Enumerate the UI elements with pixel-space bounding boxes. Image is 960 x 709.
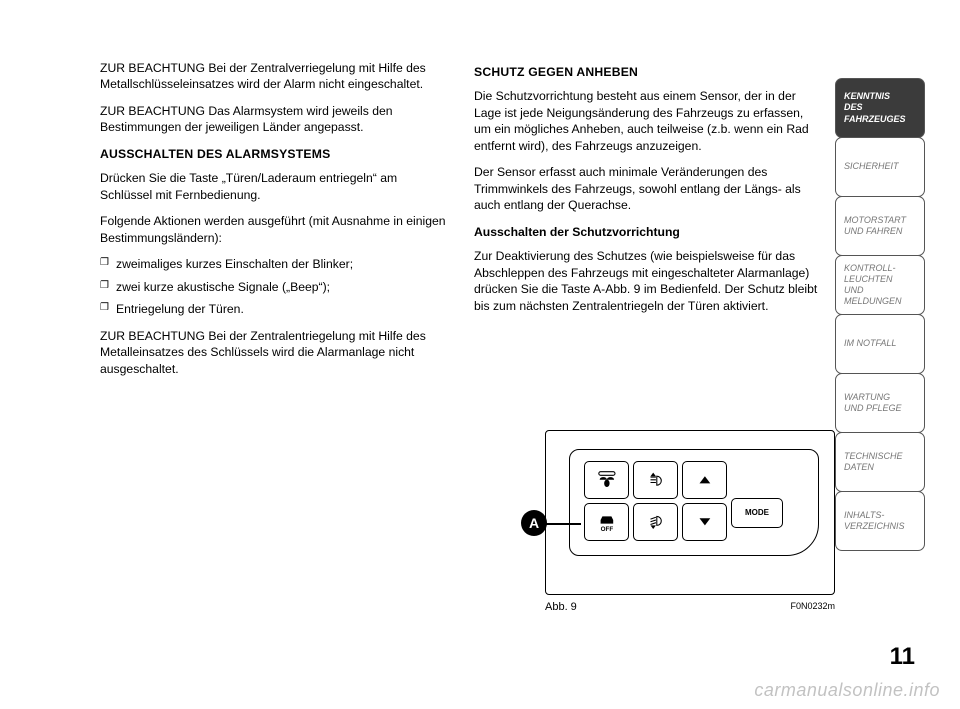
headlight-down-button [633,503,678,541]
paragraph: ZUR BEACHTUNG Bei der Zentralentriegelun… [100,328,446,377]
tab-label: UND MELDUNGEN [844,285,916,308]
tab-notfall[interactable]: IM NOTFALL [835,314,925,374]
arrow-down-icon [692,511,718,533]
tab-label: INHALTS- [844,510,916,521]
paragraph: Folgende Aktionen werden ausgeführt (mit… [100,213,446,246]
paragraph: Drücken Sie die Taste „Türen/Laderaum en… [100,170,446,203]
tab-label: MOTORSTART [844,215,916,226]
tab-motorstart[interactable]: MOTORSTART UND FAHREN [835,196,925,256]
tab-label: KONTROLL- [844,263,916,274]
list-item: zwei kurze akustische Signale („Beep“); [100,279,446,295]
fan-button [584,461,629,499]
tab-kontrollleuchten[interactable]: KONTROLL- LEUCHTEN UND MELDUNGEN [835,255,925,315]
tab-label: IM NOTFALL [844,338,916,349]
list-item: zweimaliges kurzes Einschalten der Blink… [100,256,446,272]
subsection-heading: Ausschalten der Schutzvorrichtung [474,224,820,240]
svg-text:OFF: OFF [600,526,613,533]
paragraph: Zur Deaktivierung des Schutzes (wie beis… [474,248,820,314]
figure-caption: Abb. 9 F0N0232m [545,601,835,613]
mode-button: MODE [731,498,783,528]
car-off-button: OFF [584,503,629,541]
tab-sicherheit[interactable]: SICHERHEIT [835,137,925,197]
tab-label: KENNTNIS [844,91,916,102]
tab-label: LEUCHTEN [844,274,916,285]
section-heading: AUSSCHALTEN DES ALARMSYSTEMS [100,146,446,162]
headlight-down-icon [643,511,669,533]
tab-label: SICHERHEIT [844,161,916,172]
left-column: ZUR BEACHTUNG Bei der Zentralverriegelun… [100,60,446,387]
button-grid: MODE OFF [584,461,783,541]
tab-label: DES FAHRZEUGES [844,102,916,125]
headlight-up-icon [643,469,669,491]
list-item: Entriegelung der Türen. [100,301,446,317]
control-panel-outline: MODE OFF [545,430,835,595]
tab-label: VERZEICHNIS [844,521,916,532]
tab-technische-daten[interactable]: TECHNISCHE DATEN [835,432,925,492]
paragraph: ZUR BEACHTUNG Das Alarmsystem wird jewei… [100,103,446,136]
figure-label: Abb. 9 [545,601,577,613]
watermark: carmanualsonline.info [754,680,940,701]
tab-label: UND PFLEGE [844,403,916,414]
tab-label: DATEN [844,462,916,473]
text-columns: ZUR BEACHTUNG Bei der Zentralverriegelun… [100,60,820,387]
tab-label: WARTUNG [844,392,916,403]
headlight-up-button [633,461,678,499]
bullet-list: zweimaliges kurzes Einschalten der Blink… [100,256,446,317]
arrow-up-icon [692,469,718,491]
figure-9: A MODE [505,430,835,613]
arrow-down-button [682,503,727,541]
tab-kenntnis[interactable]: KENNTNIS DES FAHRZEUGES [835,78,925,138]
right-column: SCHUTZ GEGEN ANHEBEN Die Schutzvorrichtu… [474,60,820,387]
paragraph: Die Schutzvorrichtung besteht aus einem … [474,88,820,154]
tab-inhaltsverzeichnis[interactable]: INHALTS- VERZEICHNIS [835,491,925,551]
tab-label: TECHNISCHE [844,451,916,462]
callout-line [545,523,581,525]
section-heading: SCHUTZ GEGEN ANHEBEN [474,64,820,80]
figure-code: F0N0232m [790,601,835,613]
paragraph: ZUR BEACHTUNG Bei der Zentralverriegelun… [100,60,446,93]
tab-wartung[interactable]: WARTUNG UND PFLEGE [835,373,925,433]
tab-label: UND FAHREN [844,226,916,237]
paragraph: Der Sensor erfasst auch minimale Verände… [474,164,820,213]
callout-marker-a: A [521,510,547,536]
arrow-up-button [682,461,727,499]
side-tabs: KENNTNIS DES FAHRZEUGES SICHERHEIT MOTOR… [835,78,925,550]
page-number: 11 [890,643,915,671]
manual-page: ZUR BEACHTUNG Bei der Zentralverriegelun… [0,0,960,709]
car-off-icon: OFF [594,511,620,533]
fan-icon [594,469,620,491]
